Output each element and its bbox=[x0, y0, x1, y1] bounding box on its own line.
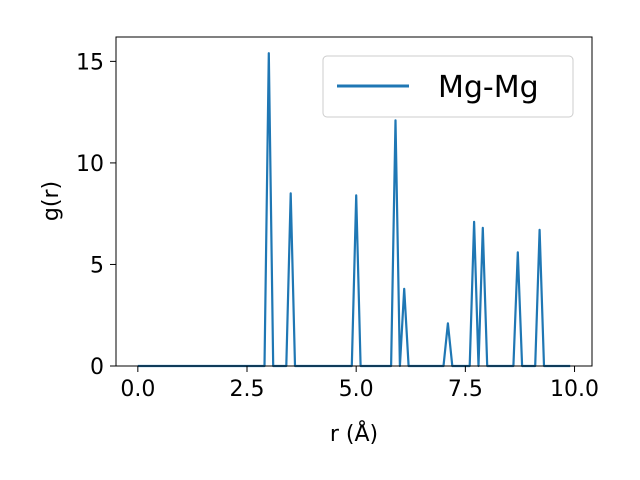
y-axis-label: g(r) bbox=[39, 181, 64, 221]
legend-box bbox=[322, 55, 574, 118]
x-tick-label: 2.5 bbox=[230, 377, 265, 402]
legend-entry-label: Mg-Mg bbox=[438, 70, 539, 105]
x-tick-label: 10.0 bbox=[550, 377, 599, 402]
y-tick-label: 0 bbox=[90, 355, 104, 380]
x-tick-label: 0.0 bbox=[120, 377, 155, 402]
y-tick-label: 10 bbox=[76, 152, 104, 177]
y-tick-label: 5 bbox=[90, 253, 104, 278]
legend: Mg-Mg bbox=[322, 55, 574, 118]
x-tick-label: 5.0 bbox=[339, 377, 374, 402]
y-axis-ticks: 0 5 10 15 bbox=[76, 50, 116, 380]
y-tick-label: 15 bbox=[76, 50, 104, 75]
plot-frame bbox=[115, 36, 593, 367]
x-axis-ticks: 0.0 2.5 5.0 7.5 10.0 bbox=[120, 366, 599, 402]
x-tick-label: 7.5 bbox=[448, 377, 483, 402]
x-axis-label: r (Å) bbox=[330, 420, 378, 447]
